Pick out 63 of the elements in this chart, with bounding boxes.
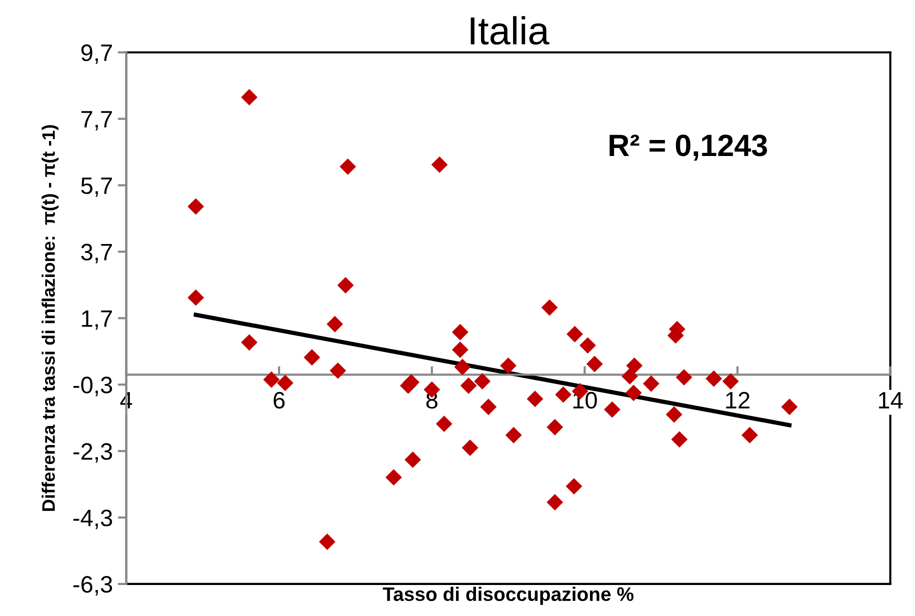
point xyxy=(580,337,596,354)
y-axis-title: Differenza tra tassi di inflazione: π(t) - π(t -1) xyxy=(42,125,59,511)
y-tick-label: 9,7 xyxy=(81,44,112,64)
point xyxy=(546,418,564,436)
point xyxy=(676,369,692,386)
x-axis-title: Tasso di disoccupazione % xyxy=(382,586,634,605)
chart-title: Italia xyxy=(470,16,550,45)
point xyxy=(452,342,468,358)
point xyxy=(722,373,739,390)
point xyxy=(276,374,294,392)
point xyxy=(500,357,516,374)
point xyxy=(566,326,583,342)
point xyxy=(546,494,564,510)
point xyxy=(318,534,336,550)
point xyxy=(263,371,280,388)
point xyxy=(337,277,354,294)
point xyxy=(706,370,722,387)
point xyxy=(188,289,204,306)
y-tick-label: -2,3 xyxy=(73,443,112,463)
x-tick-label: 12 xyxy=(726,392,750,408)
point xyxy=(431,156,448,173)
point xyxy=(474,373,491,390)
point xyxy=(454,358,471,376)
point xyxy=(642,375,660,392)
point xyxy=(304,349,320,366)
point xyxy=(566,478,582,494)
y-tick-label: -4,3 xyxy=(73,510,112,530)
point xyxy=(505,426,522,444)
point xyxy=(526,390,544,408)
point xyxy=(541,299,558,316)
point xyxy=(622,368,638,385)
x-tick-label: 6 xyxy=(274,392,285,409)
point xyxy=(625,384,642,402)
point xyxy=(460,377,477,394)
point xyxy=(555,386,572,403)
point xyxy=(626,357,643,374)
y-tick-label: 1,7 xyxy=(82,310,112,330)
y-tick-label: -0,3 xyxy=(73,376,112,396)
point xyxy=(385,469,402,486)
point xyxy=(241,334,258,351)
point xyxy=(436,416,452,432)
point xyxy=(480,398,497,416)
point xyxy=(604,401,620,418)
point xyxy=(330,362,346,379)
y-tick-label: -6,3 xyxy=(73,576,112,596)
annotation: R² = 0,1243 xyxy=(610,134,768,161)
x-tick-label: 14 xyxy=(878,392,903,408)
y-tick-label: 7,7 xyxy=(81,111,112,130)
point xyxy=(671,431,688,448)
point xyxy=(188,198,204,215)
point xyxy=(462,440,478,456)
point xyxy=(586,356,603,372)
point xyxy=(452,324,468,340)
y-tick-label: 5,7 xyxy=(81,178,112,197)
y-tick-label: 3,7 xyxy=(81,244,112,264)
point xyxy=(400,377,416,394)
point xyxy=(340,158,356,175)
point xyxy=(241,89,258,106)
point xyxy=(404,451,421,468)
point xyxy=(666,406,682,423)
point xyxy=(326,316,344,332)
point xyxy=(741,426,758,444)
point xyxy=(781,398,798,416)
